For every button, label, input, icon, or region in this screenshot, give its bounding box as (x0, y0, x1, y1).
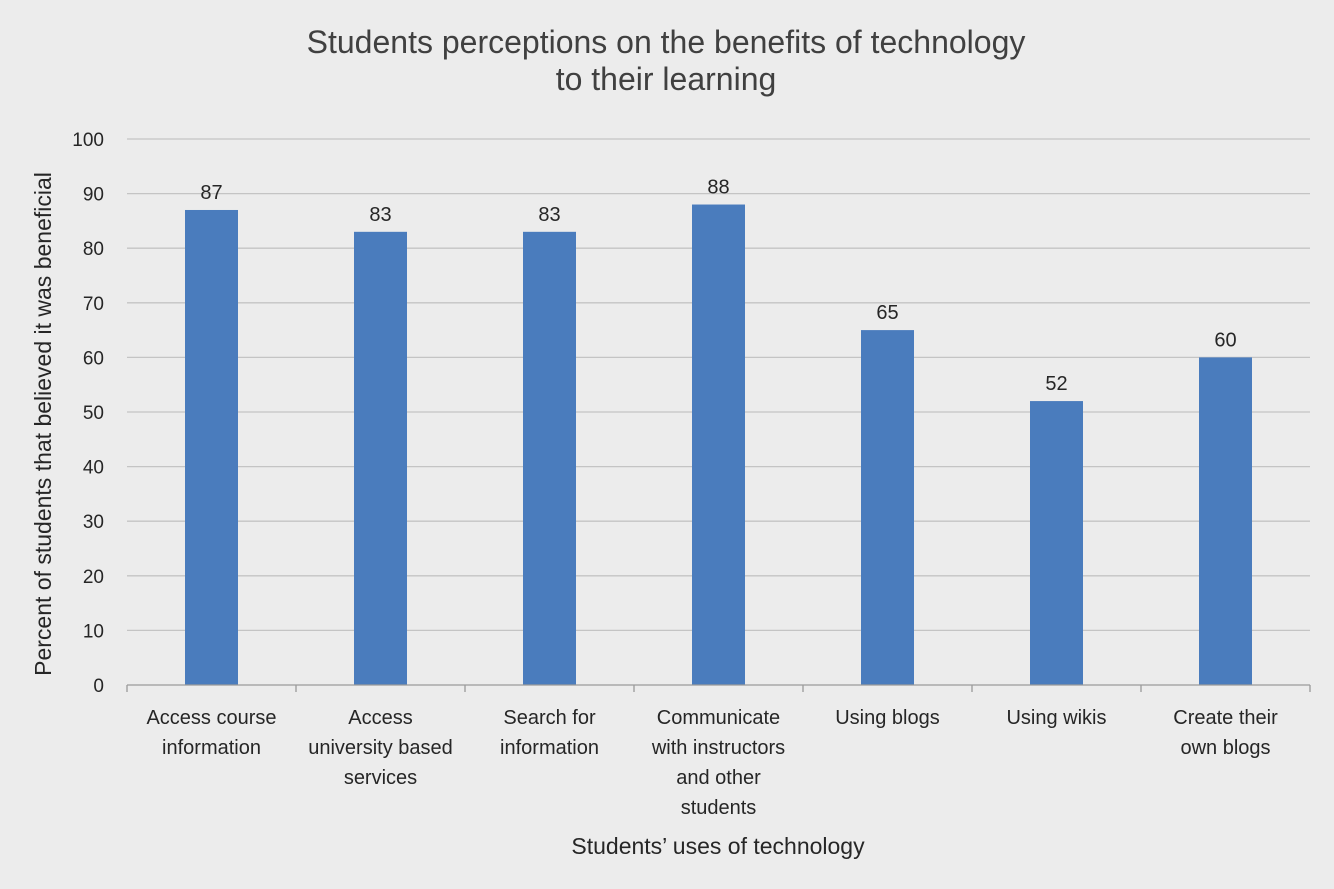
bar (1199, 357, 1252, 685)
chart-title: Students perceptions on the benefits of … (307, 24, 1026, 97)
x-category-label: services (344, 767, 417, 789)
y-tick-label: 20 (83, 567, 104, 588)
y-tick-label: 100 (72, 130, 104, 151)
x-axis (126, 684, 1311, 692)
data-label: 52 (1045, 373, 1067, 395)
x-axis-categories: Access course information Access university… (146, 707, 1278, 819)
data-label: 88 (707, 177, 729, 199)
data-label: 83 (369, 204, 391, 226)
y-tick-label: 90 (83, 185, 104, 206)
bar (692, 204, 745, 685)
bars (185, 204, 1252, 686)
data-labels: 87 83 83 88 65 52 60 (200, 177, 1236, 396)
x-category-label: own blogs (1180, 737, 1270, 759)
x-category-label: information (500, 737, 599, 759)
y-tick-label: 30 (83, 512, 104, 533)
x-category-label: Using wikis (1006, 707, 1106, 729)
y-axis-ticks: 0 10 20 30 40 50 60 70 80 90 100 (72, 130, 104, 697)
data-label: 87 (200, 182, 222, 204)
data-label: 83 (538, 204, 560, 226)
y-axis-title: Percent of students that believed it was… (30, 172, 56, 676)
y-tick-label: 70 (83, 294, 104, 315)
x-category-label: information (162, 737, 261, 759)
x-category-label: Access course (146, 707, 276, 729)
x-category-label: Create their (1173, 707, 1278, 729)
bar (185, 209, 238, 686)
x-category-label: students (681, 797, 757, 819)
data-label: 65 (876, 302, 898, 324)
x-category-label: with instructors (651, 737, 785, 759)
x-category-label: Search for (503, 707, 596, 729)
chart-title-line: to their learning (556, 61, 777, 97)
x-category-label: Using blogs (835, 707, 940, 729)
x-category-label: university based (308, 737, 453, 759)
bar (354, 231, 407, 685)
x-axis-title: Students’ uses of technology (571, 833, 865, 859)
bar (861, 330, 914, 685)
y-tick-label: 80 (83, 239, 104, 260)
y-tick-label: 60 (83, 348, 104, 369)
y-tick-label: 40 (83, 458, 104, 479)
bar (523, 231, 576, 685)
bar (1030, 401, 1083, 685)
data-label: 60 (1214, 329, 1236, 351)
x-category-label: Communicate (657, 707, 780, 729)
y-tick-label: 50 (83, 403, 104, 424)
y-tick-label: 0 (93, 676, 104, 697)
x-category-label: and other (676, 767, 761, 789)
y-tick-label: 10 (83, 621, 104, 642)
chart-title-line: Students perceptions on the benefits of … (307, 24, 1026, 60)
x-category-label: Access (348, 707, 412, 729)
